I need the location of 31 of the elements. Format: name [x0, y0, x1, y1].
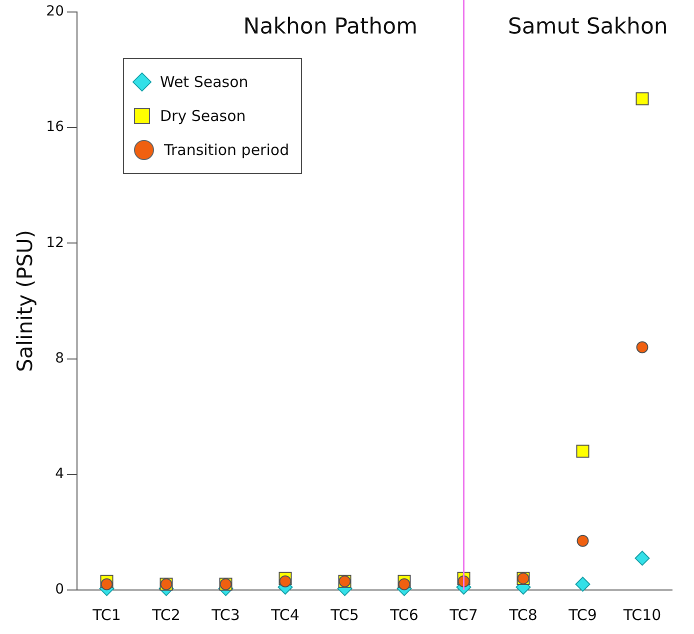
x-tick-label: TC4: [270, 606, 300, 624]
point: [279, 575, 292, 588]
annotation: Samut Sakhon: [508, 14, 668, 40]
annotation: Nakhon Pathom: [243, 14, 418, 40]
point: [575, 576, 590, 592]
point: [576, 534, 589, 547]
x-tick-label: TC9: [568, 606, 597, 624]
point: [100, 578, 113, 590]
point: [634, 550, 650, 566]
y-tick-label: 0: [55, 582, 64, 598]
x-tick-label: TC2: [151, 606, 180, 624]
point: [636, 341, 648, 354]
x-tick-label: TC7: [448, 606, 478, 624]
y-tick-label: 4: [55, 466, 64, 482]
point: [636, 92, 649, 106]
legend-label: Wet Season: [160, 73, 248, 91]
y-tick-label: 20: [46, 4, 64, 20]
y-axis-title: Salinity (PSU): [13, 230, 38, 372]
x-tick-label: TC3: [210, 606, 240, 624]
point: [576, 444, 590, 458]
y-tick-label: 8: [55, 350, 64, 366]
point: [398, 578, 410, 590]
legend-label: Transition period: [164, 141, 290, 159]
x-tick-label: TC1: [92, 606, 121, 624]
y-tick-label: 12: [46, 234, 64, 251]
x-tick-label: TC10: [622, 606, 662, 624]
x-tick-label: TC6: [389, 606, 418, 624]
x-tick-label: TC5: [330, 606, 359, 624]
x-tick-label: TC8: [508, 606, 538, 624]
legend-label: Dry Season: [160, 107, 246, 125]
y-tick-label: 16: [46, 119, 64, 136]
